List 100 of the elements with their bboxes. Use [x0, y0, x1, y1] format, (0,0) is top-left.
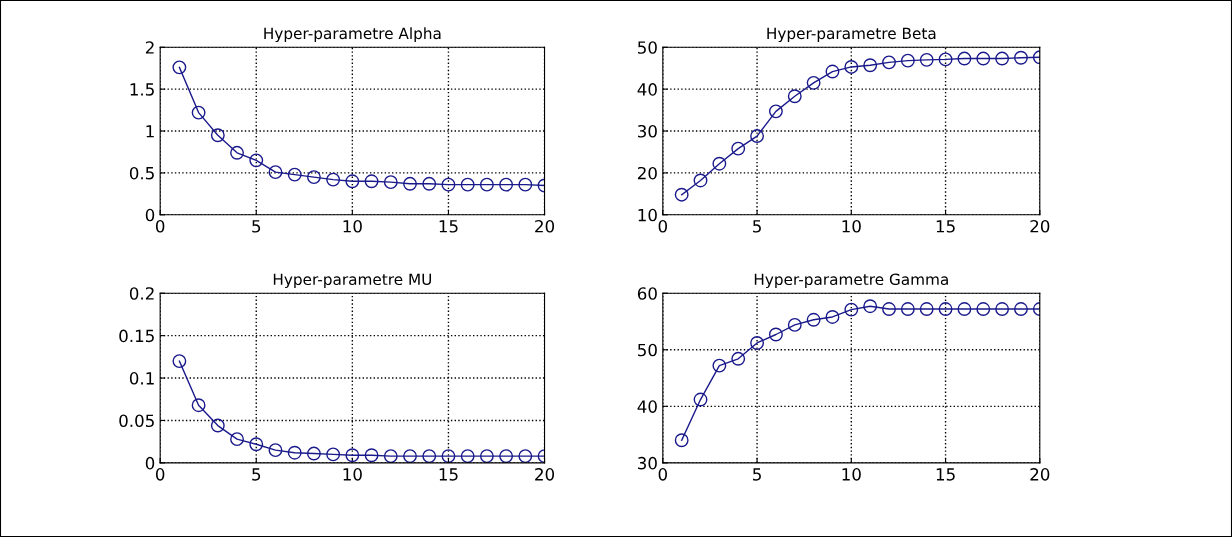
- y-tick-label: 0.05: [119, 414, 154, 428]
- point: [191, 105, 206, 120]
- point: [383, 449, 398, 463]
- point: [518, 449, 533, 463]
- point: [825, 310, 840, 324]
- x-tick-label: 20: [535, 219, 555, 233]
- x-tick-label: 5: [753, 220, 761, 233]
- x-tick-label: 0: [658, 219, 668, 233]
- point: [844, 59, 859, 74]
- chart-title: Hyper-parametre Alpha: [264, 27, 441, 43]
- y-tick-label: 0.15: [119, 329, 154, 343]
- point: [768, 104, 783, 119]
- y-tick-label: 50: [638, 41, 657, 54]
- point: [863, 58, 878, 73]
- point: [364, 448, 379, 463]
- point: [364, 174, 379, 189]
- y-tick-label: 0: [145, 208, 155, 222]
- x-tick-label: 15: [936, 220, 955, 233]
- point: [1014, 302, 1028, 316]
- point: [345, 174, 360, 189]
- x-tick-label: 10: [842, 468, 861, 481]
- point: [806, 312, 821, 327]
- point: [844, 302, 859, 317]
- point: [383, 175, 398, 190]
- point: [499, 449, 514, 463]
- point: [712, 156, 727, 171]
- y-tick-label: 40: [637, 83, 657, 96]
- point: [693, 173, 708, 188]
- y-tick-label: 1.5: [130, 83, 154, 96]
- point: [403, 449, 417, 463]
- point: [995, 302, 1010, 316]
- point: [938, 302, 953, 316]
- x-tick-label: 5: [252, 220, 261, 233]
- x-tick-label: 10: [343, 219, 362, 233]
- x-tick-label: 20: [1030, 219, 1050, 233]
- point: [326, 172, 341, 187]
- y-tick-label: 2: [145, 41, 154, 54]
- point: [326, 447, 341, 462]
- point: [441, 177, 456, 192]
- point: [422, 176, 437, 191]
- point: [287, 445, 302, 460]
- point: [712, 358, 727, 373]
- point: [422, 449, 437, 463]
- point: [957, 302, 972, 316]
- point: [403, 176, 417, 191]
- x-tick-label: 20: [1030, 468, 1050, 481]
- y-tick-label: 30: [638, 456, 657, 470]
- x-tick-label: 5: [252, 468, 261, 481]
- point: [693, 392, 708, 407]
- point: [479, 177, 494, 192]
- point: [172, 60, 187, 75]
- point: [306, 170, 321, 185]
- y-tick-label: 1: [146, 125, 154, 138]
- point: [919, 302, 934, 316]
- point: [768, 327, 783, 342]
- y-tick-label: 60: [637, 287, 657, 300]
- point: [210, 128, 225, 143]
- point: [230, 432, 244, 447]
- point: [191, 398, 206, 413]
- y-tick-label: 40: [637, 400, 657, 413]
- x-tick-label: 0: [658, 468, 668, 481]
- point: [900, 302, 915, 316]
- chart-title: Hyper-parametre MU: [273, 273, 432, 289]
- point: [787, 317, 802, 332]
- y-tick-label: 30: [638, 124, 657, 138]
- point: [249, 437, 264, 452]
- point: [674, 433, 689, 448]
- x-tick-label: 15: [936, 468, 955, 481]
- point: [750, 129, 765, 143]
- point: [441, 449, 456, 463]
- x-tick-label: 10: [842, 219, 861, 233]
- x-tick-label: 15: [439, 468, 458, 481]
- point: [499, 177, 514, 192]
- y-tick-label: 0: [145, 456, 155, 470]
- point: [919, 52, 934, 67]
- point: [268, 165, 283, 180]
- point: [287, 167, 302, 182]
- point: [345, 448, 360, 463]
- chart-title: Hyper-parametre Gamma: [754, 273, 948, 289]
- point: [900, 53, 915, 68]
- point: [787, 89, 802, 104]
- x-tick-label: 15: [439, 220, 458, 233]
- point: [882, 55, 896, 70]
- point: [306, 446, 321, 461]
- y-tick-label: 0.1: [129, 372, 154, 385]
- x-tick-label: 0: [155, 219, 165, 233]
- point: [479, 449, 494, 463]
- point: [976, 302, 991, 316]
- y-tick-label: 0.5: [129, 166, 154, 180]
- point: [518, 177, 533, 192]
- point: [172, 354, 187, 369]
- point: [1014, 50, 1028, 65]
- point: [674, 187, 689, 202]
- point: [995, 51, 1010, 66]
- y-tick-label: 50: [638, 343, 657, 357]
- point: [210, 418, 225, 433]
- point: [806, 75, 821, 90]
- point: [460, 177, 475, 192]
- point: [731, 351, 746, 366]
- point: [230, 145, 244, 160]
